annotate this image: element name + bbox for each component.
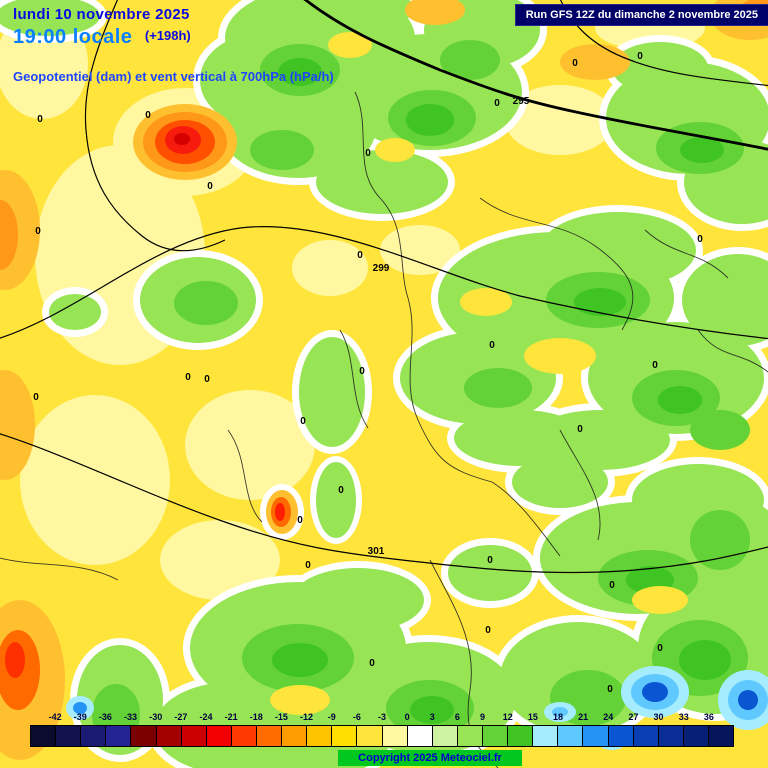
colorbar-cell xyxy=(255,726,282,746)
colorbar-cell xyxy=(306,726,332,746)
colorbar-tick-label: -18 xyxy=(249,712,263,722)
valid-time-line: 19:00 locale (+198h) xyxy=(13,26,191,49)
colorbar-tick-label: 18 xyxy=(552,712,564,722)
colorbar-tick-label: -6 xyxy=(352,712,361,722)
green-dark-layer xyxy=(272,58,731,724)
colorbar-cell xyxy=(532,726,558,746)
colorbar-tick-label: -27 xyxy=(174,712,188,722)
copyright-label: Copyright 2025 Meteociel.fr xyxy=(338,750,522,766)
colorbar-cell xyxy=(707,726,734,746)
colorbar-cell xyxy=(55,726,81,746)
colorbar-cells xyxy=(30,725,734,747)
colorbar-tick-label: 24 xyxy=(603,712,614,722)
colorbar-tick-label: -36 xyxy=(98,712,112,722)
colorbar-tick-label: 12 xyxy=(502,712,513,722)
colorbar-cell xyxy=(281,726,307,746)
colorbar-cell xyxy=(582,726,608,746)
colorbar-cell xyxy=(657,726,683,746)
model-run-banner: Run GFS 12Z du dimanche 2 novembre 2025 xyxy=(514,4,768,26)
colorbar-ticks: -42 -39 -36 -33 -30 -27 -24 -21 -18 -15 -12 -9 -6 -3 0… xyxy=(30,711,734,723)
colorbar-tick-label: -39 xyxy=(73,712,87,722)
geopotential-contours xyxy=(0,0,768,574)
colorbar-cell xyxy=(381,726,407,746)
colorbar-cell xyxy=(31,726,56,746)
valid-time-label: 19:00 locale xyxy=(13,26,133,48)
forecast-offset-label: (+198h) xyxy=(144,28,191,43)
colorbar-tick-label: 6 xyxy=(454,712,460,722)
colorbar-tick-label: -42 xyxy=(48,712,62,722)
colorbar-cell xyxy=(682,726,708,746)
colorbar-tick-label: 0 xyxy=(404,712,410,722)
colorbar-tick-label: 33 xyxy=(678,712,689,722)
colorbar-cell xyxy=(456,726,482,746)
valid-date-label: lundi 10 novembre 2025 xyxy=(13,6,190,23)
blue-spot-layer xyxy=(66,666,768,750)
colorbar-tick-label: -30 xyxy=(149,712,163,722)
colorbar-cell xyxy=(155,726,181,746)
colorbar-tick-label: 36 xyxy=(703,712,714,722)
colorbar-tick-label: 21 xyxy=(578,712,589,722)
colorbar-tick-label: -21 xyxy=(224,712,238,722)
colorbar-cell xyxy=(205,726,231,746)
colorbar-tick-label: -9 xyxy=(327,712,336,722)
country-borders xyxy=(0,91,768,768)
colorbar-cell xyxy=(105,726,131,746)
colorbar-cell xyxy=(607,726,633,746)
colorbar-cell xyxy=(180,726,206,746)
red-updraft-blob xyxy=(133,104,237,180)
yellow-hole-layer xyxy=(270,32,688,715)
colorbar-cell xyxy=(130,726,156,746)
colorbar-cell xyxy=(557,726,583,746)
colorbar-tick-label: -3 xyxy=(377,712,387,722)
colorbar-cell xyxy=(230,726,256,746)
colorbar-tick-label: 9 xyxy=(480,712,486,722)
colorbar-tick-label: 3 xyxy=(429,712,435,722)
colorbar-cell xyxy=(431,726,457,746)
colorbar-tick-label: -33 xyxy=(124,712,138,722)
colorbar-tick-label: 27 xyxy=(628,712,639,722)
colorbar-tick-label: -24 xyxy=(199,712,213,722)
colorbar-cell xyxy=(406,726,432,746)
colorbar-tick-label: -15 xyxy=(274,712,288,722)
colorbar-tick-label: 30 xyxy=(653,712,664,722)
colorbar-cell xyxy=(481,726,508,746)
colorbar-tick-label: 15 xyxy=(527,712,538,722)
colorbar-cell xyxy=(356,726,382,746)
colorbar-cell xyxy=(331,726,357,746)
colorbar-cell xyxy=(80,726,106,746)
variable-title: Geopotentiel (dam) et vent vertical à 70… xyxy=(13,69,334,84)
colorbar-cell xyxy=(632,726,658,746)
colorbar-cell xyxy=(507,726,533,746)
colorbar-tick-label: -12 xyxy=(300,712,314,722)
red-spot-center xyxy=(266,490,298,534)
